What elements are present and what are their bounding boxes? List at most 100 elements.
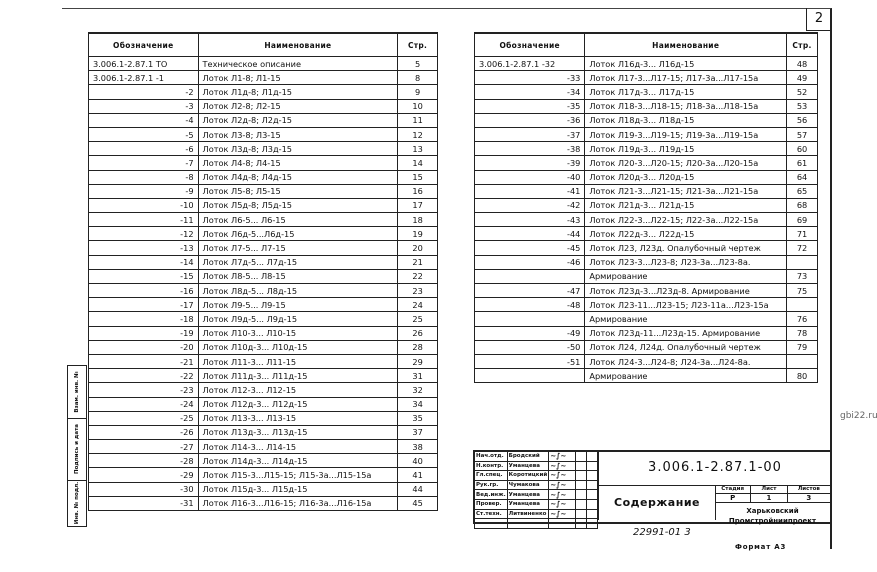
- signature-row: Н.контр. Уманцева ~∫~: [474, 460, 599, 472]
- name-cell: Лоток Л22-3...Л22-15; Л22-3а...Л22-15а: [584, 212, 788, 228]
- page-cell: 41: [397, 467, 438, 483]
- signature-cell: ~∫~: [548, 451, 576, 462]
- page-cell: 45: [397, 495, 438, 512]
- designation-cell: -45: [473, 240, 586, 256]
- designation-cell: -38: [473, 141, 586, 157]
- designation-cell: -7: [88, 155, 199, 171]
- name-cell: Лоток Л9д-5... Л9д-15: [197, 311, 399, 327]
- signatures-table: Нач.отд. Бродский ~∫~ Н.контр. Уманцева ~∫~ Гл…: [474, 451, 599, 529]
- table-row: -26 Лоток Л13д-3... Л13д-15 37: [88, 424, 438, 441]
- name-cell: Лоток Л13-3... Л13-15: [197, 410, 399, 426]
- extra-cell: [585, 451, 599, 462]
- name-cell: Лоток Л14-3... Л14-15: [197, 439, 399, 455]
- table-row: -10 Лоток Л5д-8; Л5д-15 17: [88, 197, 438, 214]
- designation-cell: -11: [88, 212, 199, 228]
- name-cell: Лоток Л10-3... Л10-15: [197, 325, 399, 341]
- page-cell: 21: [397, 254, 438, 270]
- extra-cell: [585, 470, 599, 481]
- designation-cell: -5: [88, 126, 199, 143]
- name-cell: Лоток Л23-3...Л23-8; Л23-3а...Л23-8а.: [584, 254, 788, 270]
- signature-icon: ~∫~: [550, 500, 567, 509]
- name-cell: Лоток Л23д-3...Л23д-8. Армирование: [584, 282, 788, 299]
- stage-value: Р: [715, 494, 752, 502]
- designation-cell: -4: [88, 112, 199, 128]
- name-cell: Лоток Л2-8; Л2-15: [197, 98, 399, 114]
- surname-cell: [506, 518, 550, 529]
- name-cell: Армирование: [584, 311, 788, 327]
- table-row: -18 Лоток Л9д-5... Л9д-15 25: [88, 311, 438, 327]
- title-block: [473, 450, 832, 524]
- name-cell: Лоток Л16д-3... Л16д-15: [584, 55, 788, 72]
- name-cell: Лоток Л9-5... Л9-15: [197, 297, 399, 313]
- role-cell: Ст.техн.: [474, 508, 508, 520]
- page-cell: 37: [397, 424, 438, 441]
- designation-cell: -47: [473, 282, 586, 299]
- name-cell: Лоток Л8-5... Л8-15: [197, 268, 399, 285]
- extra-cell: [585, 508, 599, 520]
- page-cell: 69: [786, 212, 818, 228]
- page-cell: 61: [786, 155, 818, 171]
- table-row: -3 Лоток Л2-8; Л2-15 10: [88, 98, 438, 114]
- designation-cell: -9: [88, 183, 199, 199]
- signature-row: Гл.спец. Коротицкий ~∫~: [474, 470, 599, 481]
- table-row: -51 Лоток Л24-3...Л24-8; Л24-3а...Л24-8а.: [473, 353, 818, 370]
- designation-cell: -20: [88, 339, 199, 355]
- designation-cell: -17: [88, 297, 199, 313]
- table-row: -49 Лоток Л23д-11...Л23д-15. Армирование 7…: [473, 325, 818, 341]
- sheet-number: 2: [806, 8, 831, 31]
- name-cell: Лоток Л10д-3... Л10д-15: [197, 339, 399, 355]
- table-row: -8 Лоток Л4д-8; Л4д-15 15: [88, 169, 438, 185]
- date-cell: [574, 460, 587, 472]
- extra-cell: [585, 518, 599, 529]
- name-cell: Лоток Л20-3...Л20-15; Л20-3а...Л20-15а: [584, 155, 788, 171]
- name-cell: Лоток Л21-3...Л21-15; Л21-3а...Л21-15а: [584, 183, 788, 199]
- name-cell: Армирование: [584, 368, 788, 384]
- name-cell: Техническое описание: [197, 55, 399, 72]
- table-row: -47 Лоток Л23д-3...Л23д-8. Армирование 75: [473, 282, 818, 299]
- name-cell: Лоток Л11-3... Л11-15: [197, 353, 399, 370]
- signature-icon: ~∫~: [550, 481, 567, 490]
- name-cell: Лоток Л11д-3... Л11д-15: [197, 368, 399, 384]
- sheets-label: Листов: [797, 486, 820, 492]
- signature-cell: ~∫~: [548, 479, 576, 491]
- extra-cell: [585, 498, 599, 510]
- header-designation: Обозначение: [473, 32, 586, 57]
- name-cell: Лоток Л20д-3... Л20д-15: [584, 169, 788, 185]
- table-row: -46 Лоток Л23-3...Л23-8; Л23-3а...Л23-8а.: [473, 254, 818, 270]
- name-cell: Лоток Л23, Л23д. Опалубочный чертеж: [584, 240, 788, 256]
- table-row: -29 Лоток Л15-3...Л15-15; Л15-3а...Л15-15…: [88, 467, 438, 483]
- table-row: -45 Лоток Л23, Л23д. Опалубочный чертеж 72: [473, 240, 818, 256]
- header-page: Стр.: [397, 32, 438, 57]
- page-cell: 44: [397, 481, 438, 497]
- name-cell: Лоток Л21д-3... Л21д-15: [584, 197, 788, 214]
- name-cell: Лоток Л1-8; Л1-15: [197, 70, 399, 86]
- left-margin-stamp: Взам. инв. № Подпись и дата Инв. № подл.: [67, 365, 87, 527]
- table-row: -43 Лоток Л22-3...Л22-15; Л22-3а...Л22-15…: [473, 212, 818, 228]
- designation-cell: -27: [88, 439, 199, 455]
- header-page: Стр.: [786, 32, 818, 57]
- organization: Харьковский Промстройниипроект: [728, 507, 817, 525]
- page-cell: 24: [397, 297, 438, 313]
- designation-cell: -46: [473, 254, 586, 270]
- table-row: -13 Лоток Л7-5... Л7-15 20: [88, 240, 438, 256]
- signature-cell: [548, 518, 576, 529]
- designation-cell: -16: [88, 282, 199, 299]
- page-cell: 12: [397, 126, 438, 143]
- table-row: -11 Лоток Л6-5... Л6-15 18: [88, 212, 438, 228]
- page-cell: 79: [786, 339, 818, 355]
- designation-cell: -3: [88, 98, 199, 114]
- name-cell: Лоток Л18-3...Л18-15; Л18-3а...Л18-15а: [584, 98, 788, 114]
- designation-cell: [473, 368, 586, 384]
- table-row: -15 Лоток Л8-5... Л8-15 22: [88, 268, 438, 285]
- name-cell: Лоток Л14д-3... Л14д-15: [197, 453, 399, 469]
- contents-table-right: Обозначение Наименование Стр. 3.006.1-2.…: [473, 32, 818, 384]
- page-cell: [786, 254, 818, 270]
- table-row: -36 Лоток Л18д-3... Л18д-15 56: [473, 112, 818, 128]
- page-cell: 52: [786, 84, 818, 100]
- page-cell: 73: [786, 268, 818, 285]
- table-row: -37 Лоток Л19-3...Л19-15; Л19-3а...Л19-15…: [473, 126, 818, 143]
- document-title: Содержание: [598, 485, 716, 520]
- page-cell: 72: [786, 240, 818, 256]
- designation-cell: -18: [88, 311, 199, 327]
- name-cell: Лоток Л16-3...Л16-15; Л16-3а...Л16-15а: [197, 495, 399, 512]
